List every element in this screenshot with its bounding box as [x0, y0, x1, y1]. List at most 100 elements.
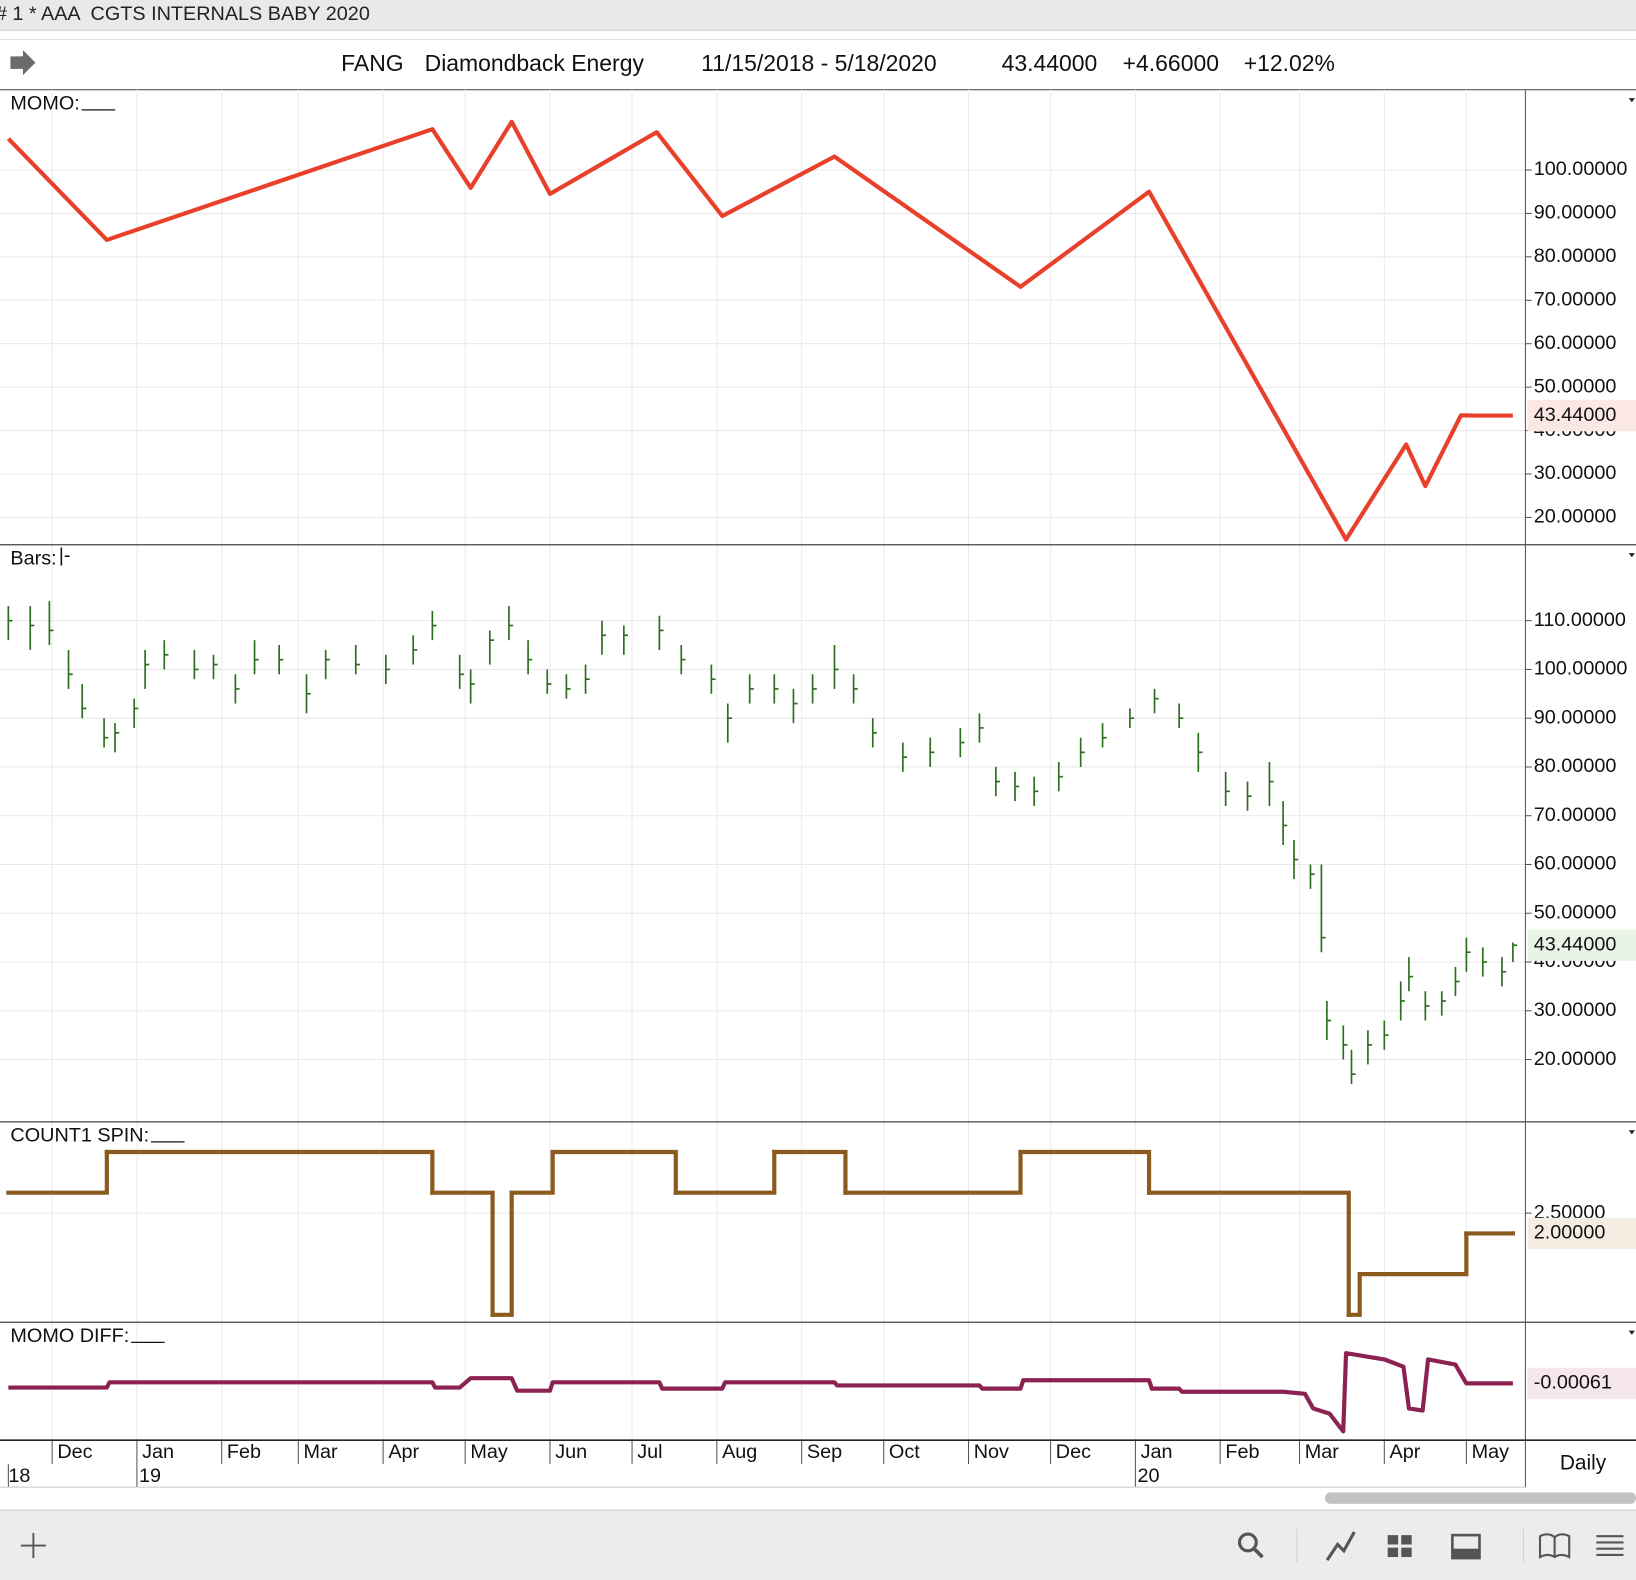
title-bar	[0, 0, 1636, 31]
year-tick-label: 18	[8, 1465, 30, 1487]
step-segment	[6, 1149, 109, 1195]
x-tick-label: Apr	[388, 1441, 419, 1463]
header-name: Diamondback Energy	[425, 50, 645, 76]
year-tick-label: 20	[1137, 1465, 1159, 1487]
toolbar	[0, 1510, 1636, 1580]
header-symbol: FANG	[341, 50, 403, 76]
grid-cell[interactable]	[1401, 1535, 1412, 1545]
y-tick-label: 90.00000	[1534, 202, 1617, 224]
step-segment	[509, 1149, 555, 1195]
x-tick-label: May	[1472, 1441, 1510, 1463]
step-segment	[1357, 1231, 1469, 1277]
step-segment	[1018, 1149, 1152, 1195]
step-segment	[490, 1190, 514, 1317]
momo-line	[6, 119, 1513, 542]
grid-cell[interactable]	[1387, 1547, 1399, 1558]
x-tick-label: May	[470, 1441, 508, 1463]
y-tick-label: 80.00000	[1534, 245, 1617, 267]
layout-grid-button[interactable]	[1387, 1535, 1412, 1558]
header-change-pct: +12.02%	[1244, 50, 1335, 76]
last-value-box	[1527, 399, 1636, 432]
x-tick-label: Dec	[57, 1441, 92, 1463]
step-segment	[1346, 1272, 1362, 1317]
y-tick-label: 90.00000	[1534, 706, 1617, 728]
y-tick-label: 30.00000	[1534, 999, 1617, 1021]
window-title: # 1 * AAA CGTS INTERNALS BABY 2020	[0, 3, 370, 25]
panel-button[interactable]	[1451, 1533, 1481, 1560]
panel-menu-arrow	[1628, 1130, 1635, 1135]
period-label[interactable]: Daily	[1560, 1452, 1607, 1475]
legend-symbol: ___	[81, 89, 116, 111]
step-segment	[772, 1149, 848, 1195]
search-icon-handle[interactable]	[1252, 1547, 1264, 1559]
y-tick-label: 60.00000	[1534, 332, 1617, 354]
y-tick-label: 30.00000	[1534, 462, 1617, 484]
step-segment	[104, 1149, 435, 1195]
x-tick-label: Jul	[637, 1441, 662, 1463]
x-tick-label: Dec	[1056, 1441, 1091, 1463]
x-tick-label: Feb	[227, 1441, 261, 1463]
y-tick-label: 70.00000	[1534, 804, 1617, 826]
panel-title: COUNT1 SPIN:	[10, 1125, 149, 1147]
search-icon-lens[interactable]	[1237, 1532, 1258, 1553]
header-change: +4.66000	[1123, 50, 1219, 76]
panel-menu-arrow	[1628, 1330, 1635, 1335]
last-value-label: 43.44000	[1534, 404, 1617, 426]
header-last: 43.44000	[1002, 50, 1098, 76]
y-tick-label: 110.00000	[1534, 609, 1626, 631]
legend-symbol: |-	[59, 544, 71, 566]
panel-menu-arrow	[1628, 553, 1635, 558]
panel-title: Bars:	[10, 548, 56, 570]
grid-cell[interactable]	[1401, 1547, 1412, 1558]
scrollbar-thumb[interactable]	[1325, 1492, 1636, 1504]
add-button[interactable]	[20, 1533, 46, 1559]
x-tick-label: Mar	[304, 1441, 339, 1463]
menu-button[interactable]	[1596, 1535, 1624, 1556]
x-tick-label: Sep	[807, 1441, 842, 1463]
x-tick-label: Mar	[1305, 1441, 1340, 1463]
legend-symbol: ___	[130, 1322, 165, 1344]
grid-layer	[0, 1121, 1526, 1323]
panel-title: MOMO:	[10, 93, 79, 115]
search-button[interactable]	[1237, 1532, 1264, 1559]
x-tick-label: Jan	[1141, 1441, 1173, 1463]
step-segment	[1146, 1190, 1351, 1317]
step-segment	[430, 1190, 495, 1317]
x-tick-label: Aug	[722, 1441, 757, 1463]
last-value-box	[1527, 929, 1636, 961]
x-tick-label: Nov	[974, 1441, 1009, 1463]
header-range: 11/15/2018 - 5/18/2020	[701, 50, 937, 76]
last-value-label: 43.44000	[1534, 933, 1617, 955]
y-tick-label: 100.00000	[1534, 158, 1628, 180]
link-arrow-icon[interactable]	[10, 50, 36, 76]
panel-title: MOMO DIFF:	[10, 1325, 129, 1347]
panel-icon-fill[interactable]	[1452, 1548, 1480, 1559]
overlay-layer: 20.0000030.0000040.0000050.0000060.00000…	[0, 544, 1636, 1123]
year-tick-label: 19	[139, 1465, 161, 1487]
grid-layer	[0, 89, 1526, 545]
last-value-box	[1527, 1217, 1636, 1250]
step-segment	[673, 1149, 777, 1195]
y-tick-label: 70.00000	[1534, 289, 1617, 311]
overlay-layer: -0.00061 MOMO DIFF: ___	[0, 1322, 1636, 1441]
last-value-label: 2.00000	[1534, 1222, 1606, 1244]
x-tick-label: Jan	[142, 1441, 174, 1463]
y-tick-label: 20.00000	[1534, 1048, 1617, 1070]
marks-layer	[6, 1149, 1515, 1317]
y-tick-label: 50.00000	[1534, 375, 1617, 397]
x-tick-label: Feb	[1225, 1441, 1259, 1463]
grid-cell[interactable]	[1387, 1535, 1399, 1545]
overlay-layer: 20.0000030.0000040.0000050.0000060.00000…	[0, 89, 1636, 546]
marks-layer	[7, 601, 1518, 1084]
plot-area: 20.0000030.0000040.0000050.0000060.00000…	[0, 89, 1636, 1488]
y-tick-label: 80.00000	[1534, 755, 1617, 777]
last-value-label: -0.00061	[1534, 1372, 1612, 1394]
legend-symbol: ___	[150, 1122, 185, 1144]
step-segment	[843, 1149, 1023, 1195]
chart-style-button[interactable]	[1325, 1531, 1356, 1562]
book-button[interactable]	[1538, 1533, 1571, 1559]
y-tick-label: 100.00000	[1534, 658, 1628, 680]
y-tick-label: 60.00000	[1534, 853, 1617, 875]
